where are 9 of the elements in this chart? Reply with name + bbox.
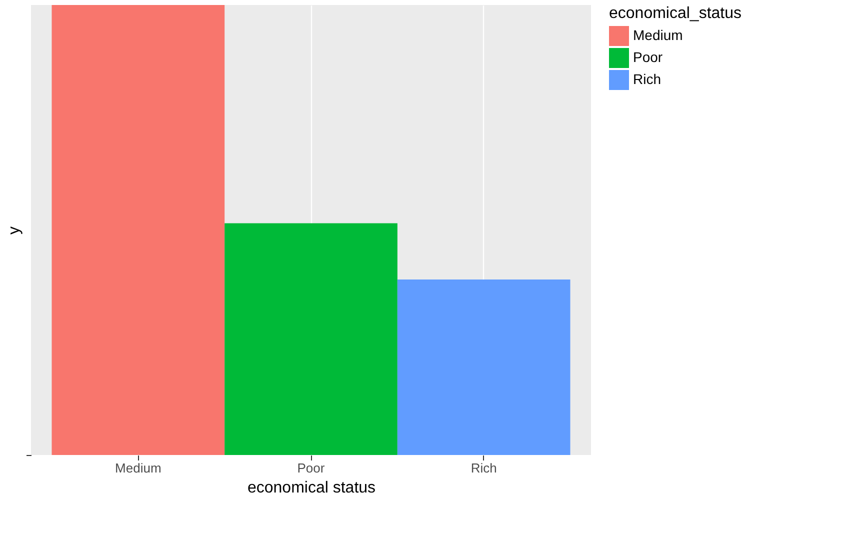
legend-label: Poor (633, 49, 663, 65)
x-tick-label: Rich (470, 460, 497, 476)
legend-label: Medium (633, 27, 683, 43)
legend-label: Rich (633, 71, 662, 87)
x-axis-title: economical status (247, 480, 376, 496)
x-tick-label: Poor (297, 460, 326, 476)
legend-title: economical_status (609, 5, 742, 22)
x-tick-label: Medium (115, 460, 162, 476)
y-axis-title: y (6, 226, 23, 234)
